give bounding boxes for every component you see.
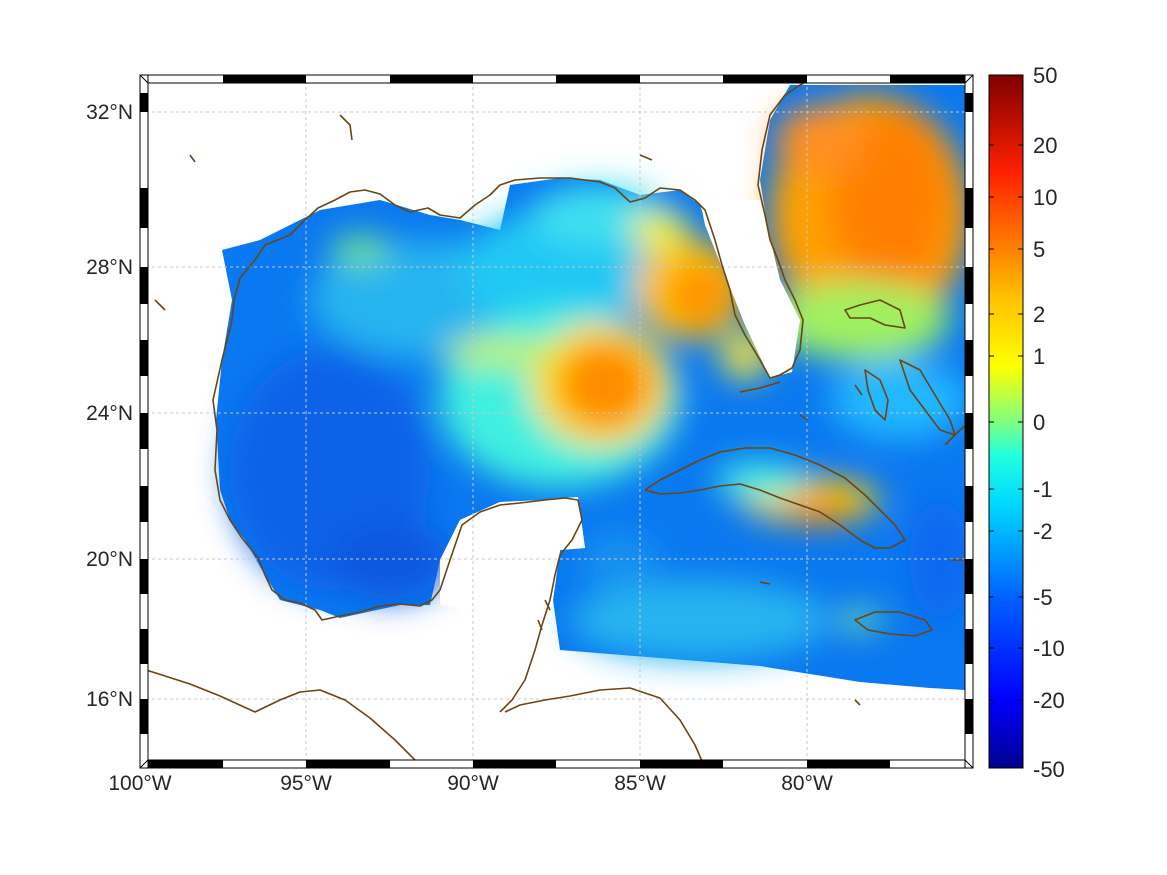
cozumel bbox=[537, 599, 551, 631]
lon-tick-label: 95°W bbox=[280, 772, 332, 795]
coastline bbox=[140, 76, 973, 768]
colorbar-label: 5 bbox=[1033, 237, 1045, 262]
lon-tick-label: 85°W bbox=[614, 772, 666, 795]
florida-keys bbox=[739, 381, 781, 393]
jamaica-coast bbox=[854, 611, 933, 637]
colorbar-label: 50 bbox=[1033, 63, 1057, 88]
pacific-coast bbox=[140, 667, 421, 766]
lat-tick-labels: 32°N 28°N 24°N 20°N 16°N bbox=[86, 101, 133, 711]
grid bbox=[140, 75, 973, 768]
colorbar-label: 20 bbox=[1033, 133, 1057, 158]
small-islands bbox=[154, 114, 861, 706]
ocean-field bbox=[216, 85, 970, 690]
cuba-coast bbox=[644, 447, 906, 549]
us-gulf-coast bbox=[212, 76, 816, 471]
lat-tick-label: 28°N bbox=[86, 256, 133, 279]
colorbar-label: -20 bbox=[1033, 688, 1065, 713]
colorbar-label: 0 bbox=[1033, 410, 1045, 435]
colorbar-ticks bbox=[989, 144, 1023, 701]
colorbar-label: 10 bbox=[1033, 185, 1057, 210]
lon-tick-labels: 100°W 95°W 90°W 85°W 80°W bbox=[108, 772, 833, 795]
colorbar-label: 2 bbox=[1033, 302, 1045, 327]
lon-tick-label: 90°W bbox=[447, 772, 499, 795]
colorbar-label: -50 bbox=[1033, 757, 1065, 782]
lat-tick-label: 32°N bbox=[86, 101, 133, 124]
honduras-coast bbox=[504, 687, 706, 768]
mexico-gulf-coast bbox=[214, 469, 583, 713]
colorbar-label: -1 bbox=[1033, 477, 1053, 502]
lat-tick-label: 20°N bbox=[86, 548, 133, 571]
map-frame bbox=[139, 74, 974, 769]
florida-land bbox=[700, 200, 800, 378]
colorbar: 50 20 10 5 2 1 0 -1 -2 -5 -10 -20 -50 bbox=[988, 63, 1065, 782]
colorbar-label: 1 bbox=[1033, 344, 1045, 369]
colorbar-label: -10 bbox=[1033, 636, 1065, 661]
bahamas-coast bbox=[844, 299, 956, 436]
lat-tick-label: 16°N bbox=[86, 688, 133, 711]
colorbar-label: -5 bbox=[1033, 585, 1053, 610]
colorbar-label: -2 bbox=[1033, 519, 1053, 544]
colorbar-gradient bbox=[988, 74, 1024, 769]
lon-tick-label: 100°W bbox=[108, 772, 171, 795]
lat-tick-label: 24°N bbox=[86, 402, 133, 425]
lon-tick-label: 80°W bbox=[781, 772, 833, 795]
